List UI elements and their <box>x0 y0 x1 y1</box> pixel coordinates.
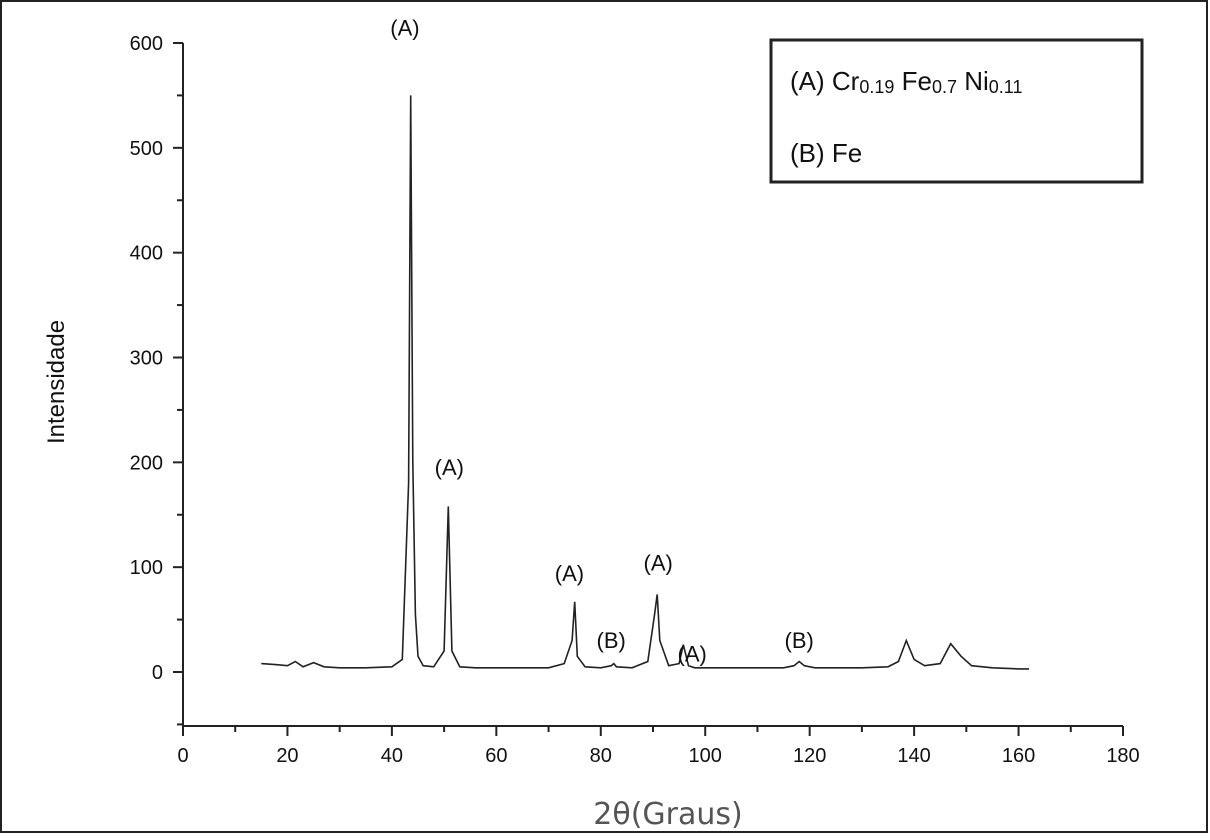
x-tick-label: 60 <box>485 745 507 767</box>
peak-annotation: (A) <box>555 561 584 586</box>
y-tick-label: 300 <box>130 348 163 370</box>
x-tick-label: 140 <box>897 745 930 767</box>
x-axis-ticks: 0 20 40 60 80 100 120 140 160 180 <box>177 726 1140 767</box>
y-tick-label: 100 <box>130 557 163 579</box>
x-tick-label: 100 <box>689 745 722 767</box>
peak-annotation: (A) <box>678 642 707 667</box>
x-tick-label: 20 <box>276 745 298 767</box>
legend-entry-b: (B) Fe <box>790 138 862 168</box>
y-tick-label: 600 <box>130 33 163 55</box>
x-tick-label: 0 <box>177 745 188 767</box>
x-axis-title: 2θ(Graus) <box>593 797 742 832</box>
x-tick-label: 180 <box>1106 745 1139 767</box>
y-tick-label: 200 <box>130 452 163 474</box>
legend-entry-a: (A) Cr0.19 Fe0.7 Ni0.11 <box>790 66 1022 97</box>
x-tick-label: 160 <box>1002 745 1035 767</box>
y-axis-ticks: 0 100 200 300 400 500 600 <box>130 33 183 726</box>
peak-annotation: (A) <box>644 550 673 575</box>
legend-box <box>769 38 1144 184</box>
series-line <box>261 95 1029 670</box>
y-tick-label: 500 <box>130 138 163 160</box>
peak-annotation: (A) <box>390 16 419 41</box>
x-tick-label: 40 <box>381 745 403 767</box>
legend: (A) Cr0.19 Fe0.7 Ni0.11 (B) Fe <box>769 38 1144 184</box>
peak-annotation: (B) <box>597 628 626 653</box>
y-tick-label: 400 <box>130 243 163 265</box>
y-axis-title: Intensidade <box>43 320 70 444</box>
y-tick-label: 0 <box>152 662 163 684</box>
peak-annotation: (B) <box>785 628 814 653</box>
peak-annotations: (A) (A) (A) (B) (A) (A) (B) <box>390 16 814 667</box>
x-tick-label: 80 <box>590 745 612 767</box>
x-tick-label: 120 <box>793 745 826 767</box>
peak-annotation: (A) <box>435 455 464 480</box>
